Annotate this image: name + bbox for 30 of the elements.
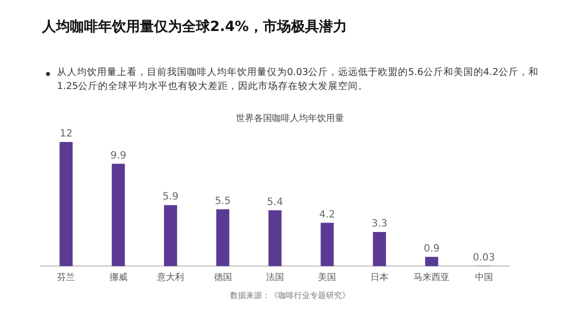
x-tick-label: 马来西亚 [414,272,450,282]
data-label: 3.3 [371,218,388,230]
bar [60,142,73,266]
chart-title: 人均咖啡年饮用量仅为全球2.4%，市场极具潜力 [42,18,347,36]
data-label: 5.9 [162,192,179,203]
x-tick-label: 法国 [266,272,284,282]
chart-subtitle: 从人均饮用量上看，目前我国咖啡人均年饮用量仅为0.03公斤，远远低于欧盟的5.6公斤和美国的4.2公斤，和1.25公斤的全球平均水平也有较大差距，因此市场存在较大发展空间。 [56,66,540,94]
bar [112,164,125,266]
bar [320,222,334,266]
bar [268,210,282,266]
x-tick-label: 芬兰 [57,272,76,282]
bar [425,256,438,266]
x-tick-label: 挪威 [109,272,128,282]
x-tick-label: 意大利 [156,272,184,282]
x-tick-label: 美国 [318,272,336,282]
data-label: 12 [60,128,72,140]
data-label: 0.9 [424,243,440,254]
bar [372,232,386,266]
data-label: 5.4 [267,196,283,208]
data-label: 4.2 [319,209,336,220]
x-tick-label: 德国 [214,272,232,282]
x-tick-label: 日本 [370,272,388,282]
text: 世界各国咖啡人均年饮用量 [235,112,345,125]
data-label: 5.5 [214,196,231,207]
data-label: 9.9 [110,150,126,162]
data-label: 0.03 [472,252,496,264]
x-tick-label: 中国 [474,272,493,282]
bar [216,209,230,266]
bar [164,205,178,266]
source-note: 数据来源：《咖啡行业专题研究》 [229,290,351,301]
